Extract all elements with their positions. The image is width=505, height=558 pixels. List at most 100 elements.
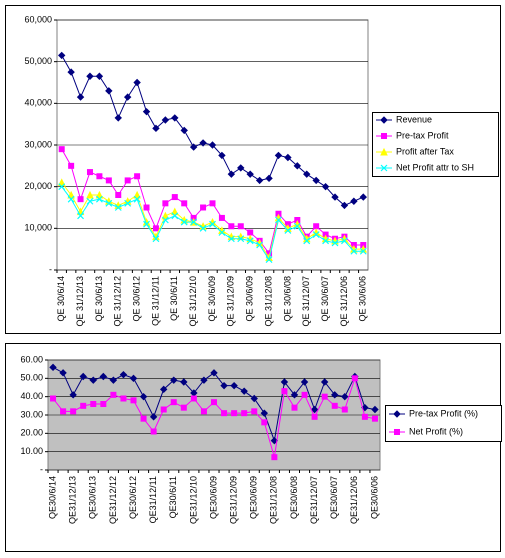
data-point [200,204,207,211]
data-point [58,146,65,153]
data-point [209,220,216,228]
data-point [371,405,379,414]
data-point [331,193,339,201]
data-point [199,224,207,232]
legend-marker [380,164,388,172]
data-point [331,402,338,409]
data-point [123,93,132,101]
data-point [171,212,179,220]
x-tick-label: QE31/12/11 [148,476,158,523]
data-point [303,237,311,245]
data-point [300,378,309,386]
x-tick-label: QE31/12/13 [68,476,78,524]
data-point [250,394,258,403]
data-point [293,222,301,230]
data-point [161,211,170,220]
data-point [140,415,147,422]
y-tick-label: 60,000 [24,14,52,24]
data-point [256,241,264,249]
data-point [67,195,75,203]
data-point [67,68,75,76]
data-point [105,199,113,207]
data-point [227,170,236,178]
data-point [152,124,160,133]
y-tick-label: 20.00 [20,428,43,438]
x-tick-label: QE 30/6/12 [131,276,141,322]
data-point [105,177,112,184]
data-point [221,410,228,417]
data-point [70,408,77,415]
data-point [86,72,94,80]
legend-label: Pre-tax Profit [396,130,449,140]
data-point [96,173,103,180]
legend-box [372,112,499,177]
data-point [199,139,207,147]
data-point [50,395,57,402]
x-tick-label: QE 31/12/06 [339,276,349,327]
data-point [371,415,378,422]
data-point [290,391,299,399]
data-point [320,378,329,386]
data-point [114,114,122,122]
data-point [60,408,67,415]
data-point [228,223,235,230]
data-point [120,395,127,402]
data-point [105,87,113,95]
legend-label: Net Profit attr to SH [396,162,474,172]
x-tick-label: QE30/6/12 [128,476,138,519]
data-point [237,223,244,230]
y-tick-label: 40,000 [24,98,52,108]
data-point [246,170,254,178]
x-tick-label: QE 31/12/07 [301,276,311,327]
x-tick-label: QE31/12/06 [349,476,359,524]
data-point [260,409,269,417]
data-point [240,387,248,395]
data-point [241,410,248,417]
x-tick-label: QE 30/6/06 [358,276,368,322]
data-point [143,220,150,228]
data-point [303,170,311,178]
data-point [171,114,179,122]
data-point [313,223,320,230]
data-point [68,162,75,169]
data-point [301,391,308,398]
data-point [124,177,131,184]
data-point [110,391,117,398]
data-point [350,247,358,255]
data-point [271,454,278,461]
data-point [95,195,103,203]
x-tick-label: QE31/12/09 [228,476,238,524]
data-point [58,183,66,191]
data-point [133,190,141,199]
data-point [170,376,178,384]
y-tick-label: 50,000 [24,56,52,66]
data-point [160,406,167,413]
data-point [95,190,104,199]
x-tick-label: QE 30/6/14 [56,276,66,322]
data-point [291,404,298,411]
data-point [89,376,97,384]
x-tick-label: QE 30/6/07 [320,276,330,322]
data-point [211,399,217,406]
data-point [69,391,77,399]
x-tick-label: QE30/6/13 [88,476,98,519]
legend-label: Net Profit (%) [409,426,463,436]
y-tick-label: 60.00 [20,354,43,364]
data-point [59,369,67,377]
data-point [109,376,118,384]
data-point [115,192,122,198]
data-point [152,225,159,232]
data-point [230,381,238,390]
data-point [134,173,141,180]
legend-marker [381,133,387,139]
data-point [159,385,168,394]
data-point [261,419,268,426]
data-point [79,372,87,381]
data-point [227,235,235,243]
x-tick-label: QE30/6/11 [168,476,178,518]
data-point [90,401,97,407]
legend-label: Revenue [396,114,432,124]
x-tick-label: QE 30/6/08 [282,276,292,322]
